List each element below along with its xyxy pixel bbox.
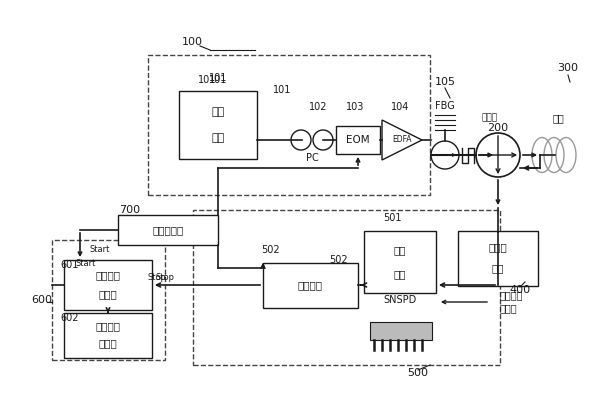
Text: 502: 502 [261, 245, 279, 255]
Text: PC: PC [306, 153, 319, 163]
Text: 104: 104 [391, 102, 409, 112]
Text: 103: 103 [346, 102, 364, 112]
Text: 500: 500 [407, 368, 429, 378]
Text: Start: Start [90, 245, 111, 255]
Text: 400: 400 [510, 285, 531, 295]
FancyBboxPatch shape [364, 231, 436, 293]
Text: 501: 501 [383, 213, 401, 223]
Text: 101: 101 [198, 75, 216, 85]
Text: Start: Start [75, 259, 96, 267]
Text: 101: 101 [273, 85, 291, 95]
Text: 光纤: 光纤 [552, 113, 564, 123]
Text: 502: 502 [329, 255, 347, 265]
Text: Stop: Stop [155, 273, 174, 282]
FancyBboxPatch shape [64, 312, 152, 358]
Text: 射信号: 射信号 [500, 303, 517, 313]
Text: 102: 102 [309, 102, 328, 112]
Text: 时间间隔: 时间间隔 [96, 271, 120, 280]
FancyBboxPatch shape [64, 260, 152, 310]
Text: 环形器: 环形器 [482, 113, 498, 122]
Text: 分析仪: 分析仪 [99, 290, 117, 300]
FancyBboxPatch shape [263, 263, 358, 308]
FancyBboxPatch shape [179, 91, 257, 159]
FancyBboxPatch shape [118, 215, 218, 245]
Text: 数字信号: 数字信号 [96, 322, 120, 332]
Text: 系统: 系统 [394, 269, 406, 279]
Text: 光滤波: 光滤波 [489, 243, 507, 253]
Text: 101: 101 [209, 73, 227, 83]
Text: 100: 100 [182, 37, 203, 47]
Text: 光源: 光源 [212, 133, 225, 143]
FancyBboxPatch shape [458, 231, 538, 286]
Text: SNSPD: SNSPD [383, 295, 416, 305]
Text: 600: 600 [31, 295, 52, 305]
FancyBboxPatch shape [336, 126, 380, 154]
Text: EOM: EOM [346, 135, 370, 145]
Text: 602: 602 [61, 313, 79, 323]
Text: 200: 200 [487, 123, 508, 133]
Text: 101: 101 [209, 75, 227, 85]
Text: FBG: FBG [435, 101, 455, 111]
Text: 处理器: 处理器 [99, 338, 117, 349]
Text: 读出电路: 读出电路 [297, 280, 323, 290]
Text: 601: 601 [61, 260, 79, 270]
Text: 300: 300 [558, 63, 579, 73]
Text: 700: 700 [120, 205, 141, 215]
Text: 激光: 激光 [212, 107, 225, 117]
Text: Stop: Stop [148, 273, 167, 282]
Text: 脆冲发生器: 脆冲发生器 [153, 225, 184, 235]
Text: 布里渊散: 布里渊散 [500, 290, 523, 300]
Text: 冷却: 冷却 [394, 245, 406, 255]
Text: EDFA: EDFA [392, 136, 412, 144]
Text: 105: 105 [435, 77, 456, 87]
FancyBboxPatch shape [370, 322, 432, 340]
Text: 模块: 模块 [492, 263, 504, 273]
